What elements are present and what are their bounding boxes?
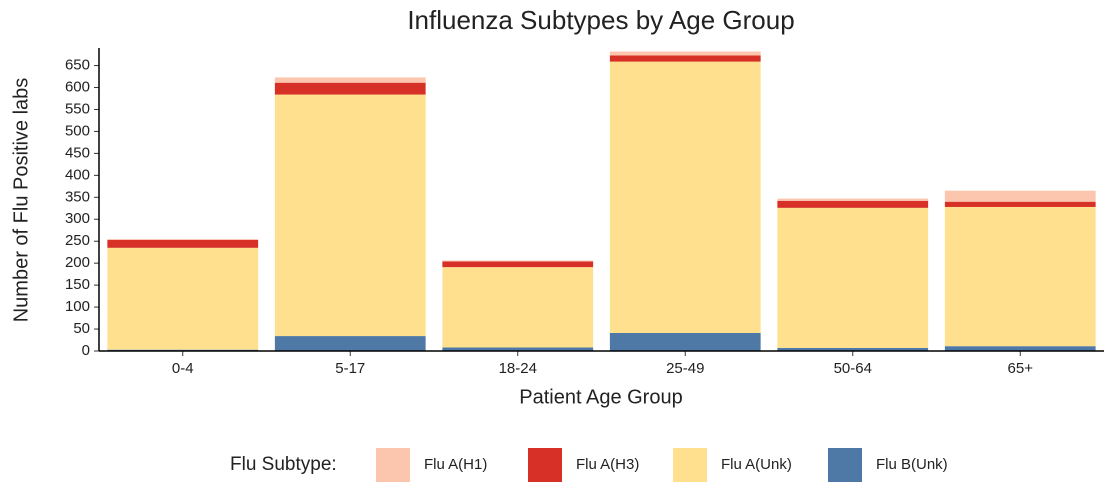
x-axis-label: Patient Age Group [519, 386, 682, 408]
legend-label: Flu A(Unk) [721, 456, 792, 473]
bar-segment [107, 239, 259, 248]
legend-swatch [673, 448, 707, 482]
bar-segment [274, 77, 426, 83]
bar-segment [777, 347, 929, 351]
bar-segment [777, 207, 929, 348]
bar-segment [274, 94, 426, 337]
legend-swatch [528, 448, 562, 482]
bar-segment [609, 55, 761, 62]
y-tick-label: 150 [65, 276, 90, 293]
bar-segment [777, 200, 929, 208]
y-tick-label: 650 [65, 57, 90, 74]
y-axis-label: Number of Flu Positive labs [10, 78, 32, 323]
y-tick-label: 50 [73, 320, 90, 337]
y-tick-label: 100 [65, 298, 90, 315]
bar-segment [944, 190, 1096, 202]
bar-segment [442, 261, 594, 268]
bar-segment [274, 336, 426, 351]
bar-segment [107, 247, 259, 350]
x-tick-label: 25-49 [666, 360, 704, 377]
chart-title: Influenza Subtypes by Age Group [407, 5, 794, 35]
y-tick-label: 500 [65, 122, 90, 139]
y-tick-label: 450 [65, 144, 90, 161]
x-tick-label: 5-17 [335, 360, 365, 377]
x-tick-label: 0-4 [172, 360, 194, 377]
y-tick-label: 250 [65, 232, 90, 249]
bar-segment [609, 332, 761, 351]
y-tick-label: 600 [65, 78, 90, 95]
bar-segment [609, 51, 761, 56]
y-tick-label: 200 [65, 254, 90, 271]
bar-segment [944, 201, 1096, 207]
legend-label: Flu A(H1) [424, 456, 487, 473]
legend-swatch [376, 448, 410, 482]
bar-segment [777, 198, 929, 201]
y-tick-label: 550 [65, 100, 90, 117]
y-tick-label: 350 [65, 188, 90, 205]
legend-label: Flu A(H3) [576, 456, 639, 473]
bar-segment [442, 347, 594, 351]
legend-title: Flu Subtype: [230, 454, 337, 475]
y-tick-label: 0 [82, 342, 90, 359]
bar-segment [442, 267, 594, 348]
bar-segment [107, 239, 259, 240]
legend-swatch [828, 448, 862, 482]
bar-segment [944, 346, 1096, 351]
y-tick-label: 300 [65, 210, 90, 227]
bar-segment [274, 82, 426, 95]
bar-segment [944, 206, 1096, 347]
bar-segment [442, 260, 594, 262]
bar-segment [609, 61, 761, 333]
x-tick-label: 18-24 [499, 360, 537, 377]
y-tick-label: 400 [65, 166, 90, 183]
x-tick-label: 50-64 [834, 360, 872, 377]
legend-label: Flu B(Unk) [876, 456, 948, 473]
x-tick-label: 65+ [1008, 360, 1034, 377]
